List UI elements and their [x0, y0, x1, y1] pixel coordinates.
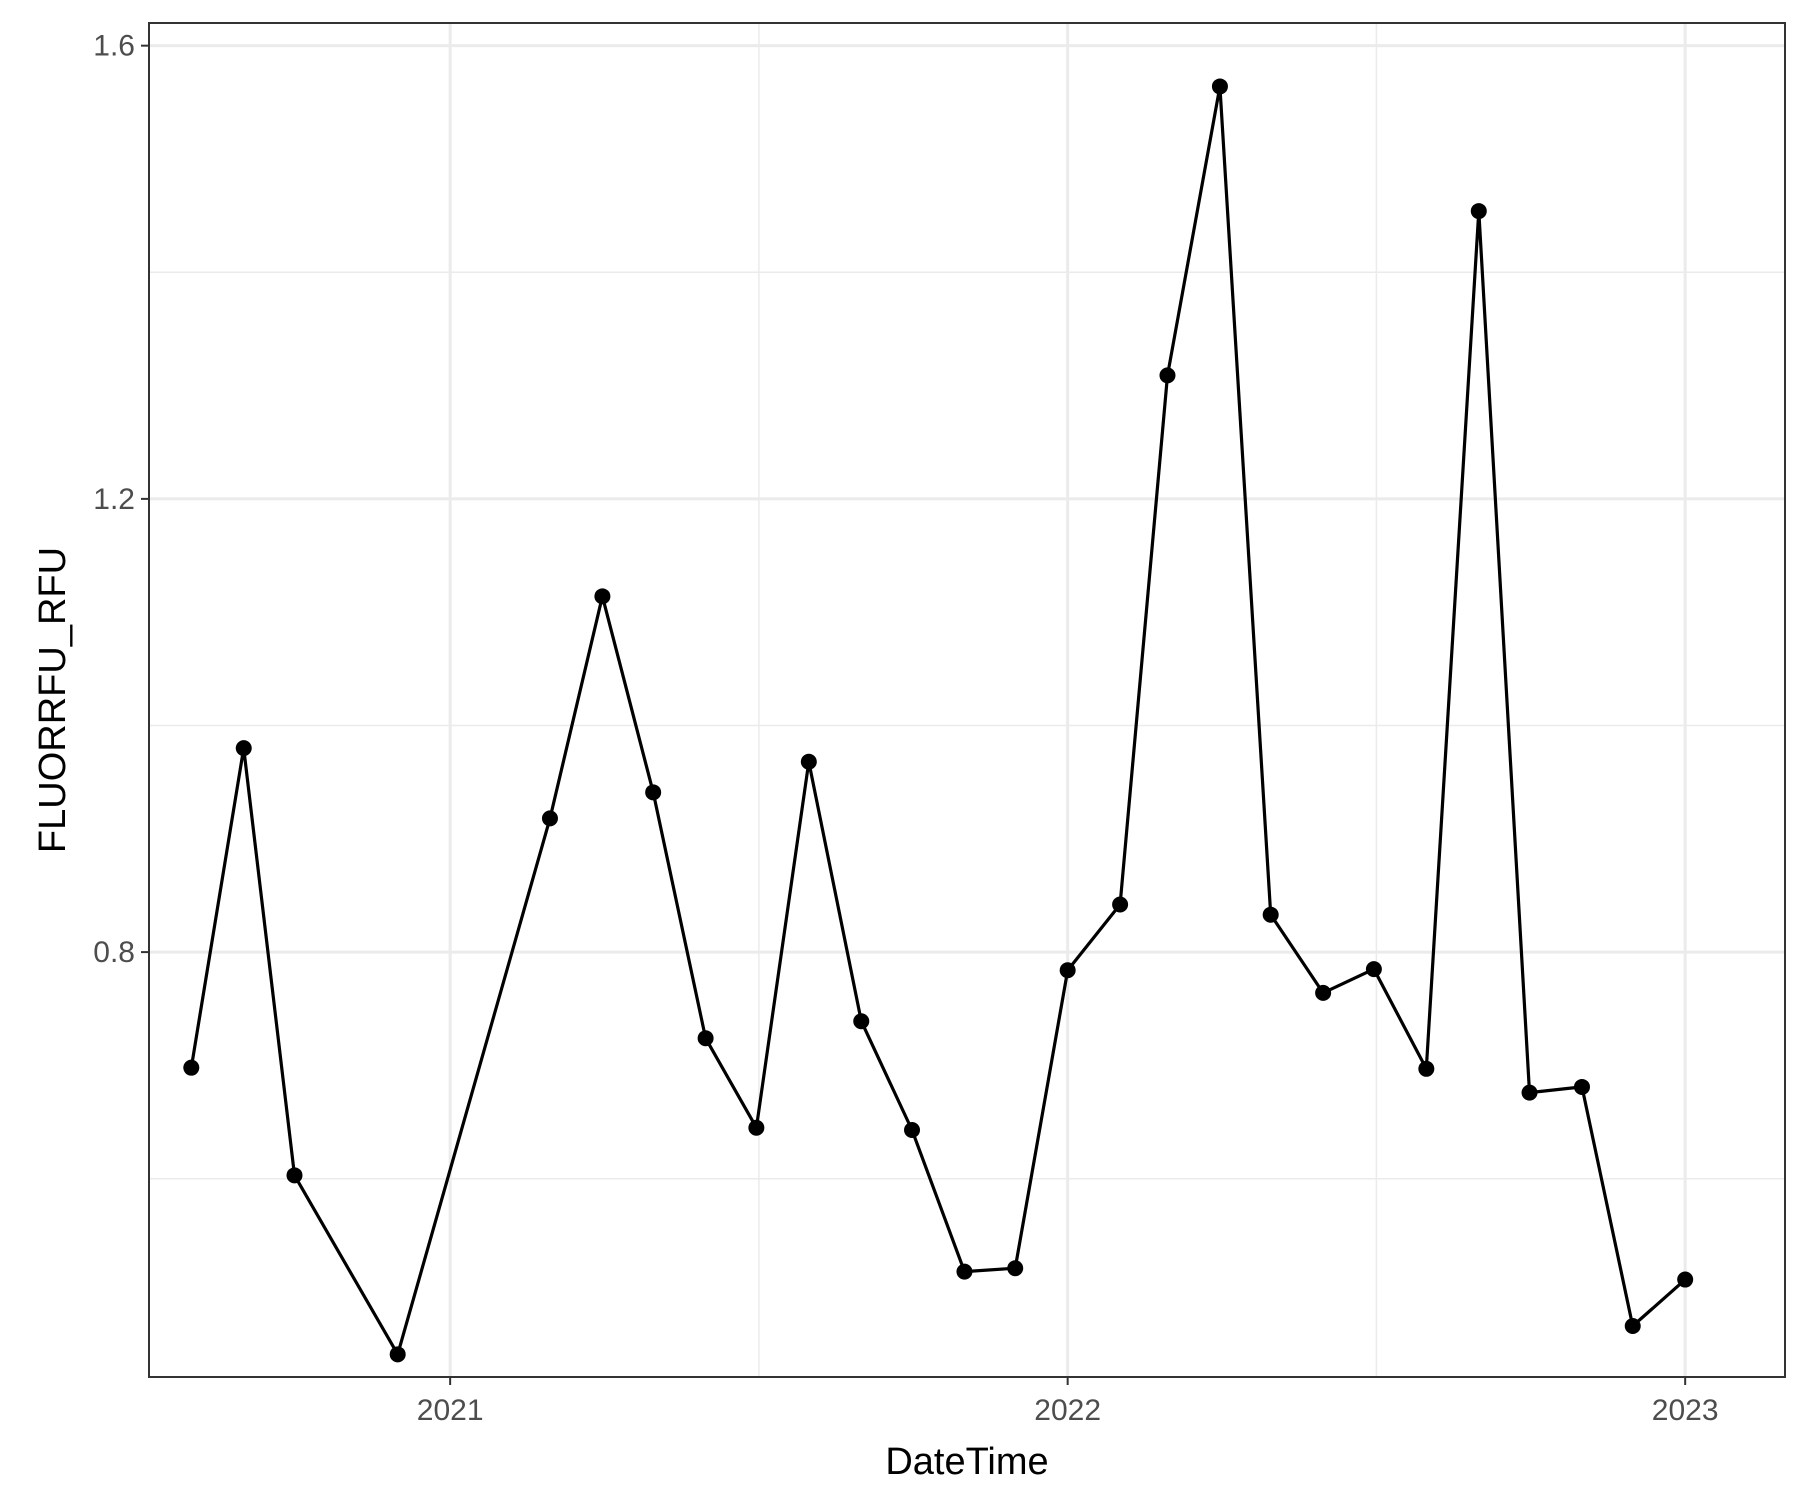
data-point: [697, 1030, 714, 1047]
series-line: [189, 84, 1687, 1356]
data-point: [541, 810, 558, 827]
data-point: [1470, 203, 1487, 220]
data-point: [1112, 896, 1129, 913]
x-tick-label: 2022: [1034, 1394, 1101, 1427]
data-point: [1159, 367, 1176, 384]
plot-panel-border: [148, 22, 1786, 1378]
data-point: [1365, 961, 1382, 978]
data-point: [748, 1119, 765, 1136]
data-point: [286, 1167, 303, 1184]
data-point: [800, 753, 817, 770]
data-point: [1211, 78, 1228, 95]
data-point: [1573, 1078, 1590, 1095]
data-point: [956, 1263, 973, 1280]
data-point: [853, 1013, 870, 1030]
x-axis-title: DateTime: [885, 1441, 1048, 1483]
data-point: [645, 784, 662, 801]
data-point: [904, 1121, 921, 1138]
data-point: [1007, 1260, 1024, 1277]
gridlines: [149, 23, 1785, 1377]
data-point: [1059, 962, 1076, 979]
data-point: [1315, 984, 1332, 1001]
data-point: [1677, 1271, 1694, 1288]
data-point: [235, 740, 252, 757]
series: [183, 78, 1694, 1363]
y-axis-title: FLUORRFU_RFU: [32, 547, 74, 853]
data-point: [389, 1346, 406, 1363]
y-tick-label: 1.2: [93, 483, 135, 516]
data-point: [1262, 906, 1279, 923]
data-point: [594, 588, 611, 605]
x-tick-label: 2021: [417, 1394, 484, 1427]
y-tick-label: 1.6: [93, 30, 135, 63]
axes: 0.8 1.2 1.6 2021 2022 2023: [93, 30, 1718, 1427]
x-tick-label: 2023: [1652, 1394, 1719, 1427]
data-point: [183, 1059, 200, 1076]
data-point: [1521, 1084, 1538, 1101]
data-point: [1624, 1318, 1641, 1335]
y-tick-label: 0.8: [93, 936, 135, 969]
data-point: [1418, 1060, 1435, 1077]
